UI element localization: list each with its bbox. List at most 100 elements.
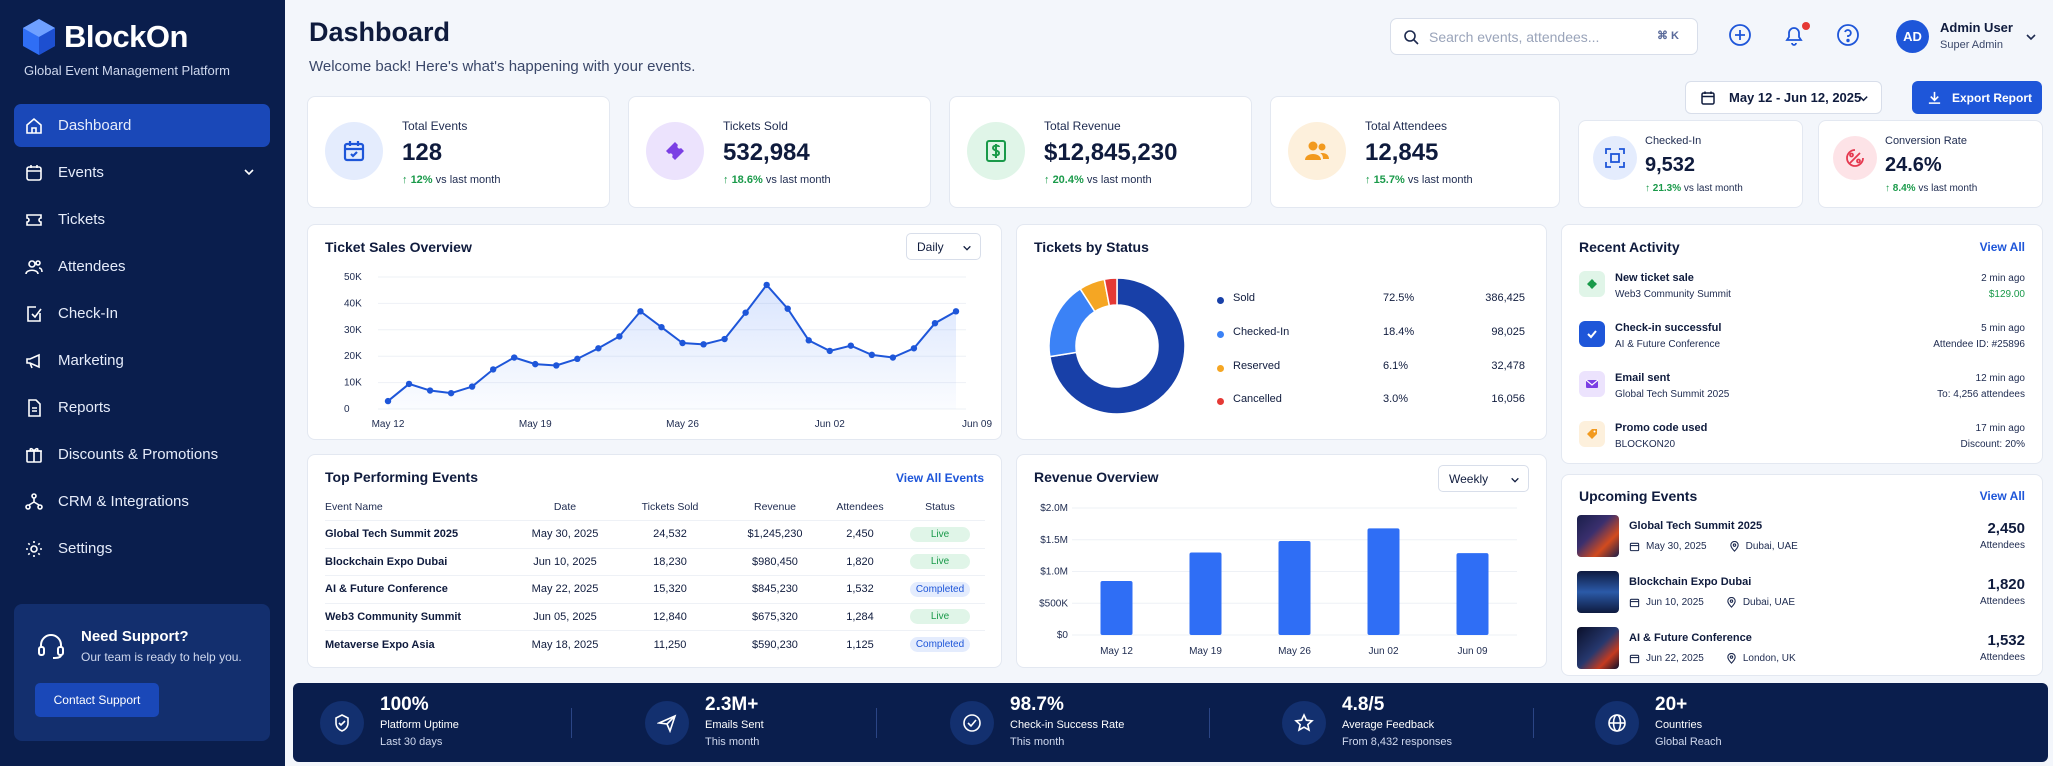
footer-value: 98.7% — [1010, 694, 1064, 715]
add-icon[interactable] — [1727, 22, 1753, 48]
nav-discounts[interactable]: Discounts & Promotions — [14, 433, 270, 476]
sidebar: BlockOn Global Event Management Platform… — [0, 0, 285, 766]
nav-marketing[interactable]: Marketing — [14, 339, 270, 382]
ticket-icon — [26, 213, 42, 226]
event-title[interactable]: AI & Future Conference — [1629, 632, 1752, 644]
footer-label: Check-in Success Rate — [1010, 719, 1125, 731]
event-location: London, UK — [1742, 653, 1796, 664]
contact-support-button[interactable]: Contact Support — [35, 683, 159, 717]
y-tick-label: 30K — [344, 325, 362, 336]
card-title: Revenue Overview — [1034, 469, 1159, 485]
send-icon — [657, 714, 677, 733]
table-row[interactable]: Blockchain Expo Dubai Jun 10, 2025 18,230 $… — [325, 548, 985, 576]
card-title: Tickets by Status — [1034, 239, 1149, 255]
cell-revenue: $590,230 — [752, 638, 798, 651]
nav-dashboard[interactable]: Dashboard — [14, 104, 270, 147]
export-report-button[interactable]: Export Report — [1912, 81, 2042, 114]
date-range-picker[interactable]: May 12 - Jun 12, 2025 — [1685, 81, 1882, 114]
event-title[interactable]: Blockchain Expo Dubai — [1629, 576, 1752, 588]
activity-icon-bg — [1579, 271, 1605, 297]
nav-reports[interactable]: Reports — [14, 386, 270, 429]
legend-name: Cancelled — [1233, 393, 1282, 405]
chevron-down-icon — [244, 169, 254, 176]
user-name[interactable]: Admin User — [1940, 20, 2013, 35]
cell-attendees: 1,125 — [846, 638, 874, 651]
check-icon — [1587, 330, 1597, 339]
select-value: Weekly — [1449, 471, 1489, 486]
view-all-events-link[interactable]: View All Events — [895, 471, 984, 485]
table-row[interactable]: Metaverse Expo Asia May 18, 2025 11,250 $59… — [325, 630, 985, 659]
change-suffix: vs last month — [1683, 183, 1743, 194]
activity-title: New ticket sale — [1615, 272, 1694, 284]
period-select[interactable]: Weekly — [1438, 465, 1529, 492]
cell-attendees: 2,450 — [846, 528, 874, 541]
data-point — [868, 351, 876, 359]
revenue-bar — [1100, 581, 1133, 635]
y-tick-label: 10K — [344, 378, 362, 389]
data-point — [679, 339, 686, 347]
period-select[interactable]: Daily — [906, 233, 981, 260]
table-row[interactable]: Global Tech Summit 2025 May 30, 2025 24,53… — [325, 520, 985, 549]
support-subtitle: Our team is ready to help you. — [81, 650, 242, 664]
footer-value: 20+ — [1655, 694, 1688, 715]
nav-tickets[interactable]: Tickets — [14, 198, 270, 241]
chevron-down-icon[interactable] — [2025, 31, 2037, 43]
revenue-bar — [1456, 553, 1489, 635]
view-all-link[interactable]: View All — [1979, 240, 2025, 254]
change-value: 18.6% — [731, 174, 763, 186]
activity-sub: BLOCKON20 — [1615, 439, 1676, 450]
footer-icon-bg — [645, 701, 689, 745]
avatar[interactable]: AD — [1896, 20, 1929, 53]
status-badge: Live — [910, 609, 970, 625]
view-all-link[interactable]: View All — [1979, 489, 2025, 503]
footer-sub: Global Reach — [1655, 736, 1722, 748]
column-header: Date — [553, 500, 577, 513]
nav-events[interactable]: Events — [14, 151, 270, 194]
stat-icon-bg — [967, 122, 1025, 180]
data-point — [952, 308, 960, 315]
activity-detail: Attendee ID: #25896 — [1933, 339, 2025, 350]
location-pin-icon — [1729, 541, 1739, 552]
data-point — [805, 337, 812, 344]
cell-date: May 22, 2025 — [531, 583, 599, 596]
nav-attendees[interactable]: Attendees — [14, 245, 270, 288]
activity-sub: AI & Future Conference — [1615, 339, 1721, 350]
shield-icon — [335, 714, 349, 732]
nav-label: Events — [58, 164, 104, 181]
table-row[interactable]: AI & Future Conference May 22, 2025 15,320… — [325, 575, 985, 604]
nav-settings[interactable]: Settings — [14, 527, 270, 570]
help-icon[interactable] — [1835, 22, 1861, 48]
bell-icon[interactable] — [1781, 22, 1807, 48]
calendar-icon — [1629, 598, 1640, 608]
search-input[interactable]: Search events, attendees... ⌘ K — [1390, 18, 1698, 55]
stat-card-checked-in: Checked-In 9,532 ↑ 21.3% vs last month — [1578, 120, 1803, 208]
cell-name: Blockchain Expo Dubai — [325, 555, 448, 568]
dollar-icon — [986, 140, 1006, 162]
ticket-icon — [1587, 279, 1597, 289]
event-title[interactable]: Global Tech Summit 2025 — [1629, 520, 1763, 532]
change-suffix: vs last month — [1407, 174, 1473, 186]
nav-crm[interactable]: CRM & Integrations — [14, 480, 270, 523]
activity-icon-bg — [1579, 371, 1605, 397]
cube-logo-icon — [23, 19, 55, 55]
nav-check-in[interactable]: Check-In — [14, 292, 270, 335]
x-tick-label: Jun 02 — [1368, 646, 1398, 657]
upcoming-events-card: Upcoming Events View All Global Tech Sum… — [1561, 474, 2043, 676]
table-row[interactable]: Web3 Community Summit Jun 05, 2025 12,840 $… — [325, 603, 985, 631]
y-tick-label: $1.5M — [1040, 535, 1068, 546]
data-point — [426, 387, 434, 394]
data-point — [700, 341, 707, 348]
change-value: 15.7% — [1373, 174, 1405, 186]
data-point — [574, 355, 581, 363]
card-title: Upcoming Events — [1579, 488, 1698, 504]
sidebar-nav: Dashboard Events Tickets Attendees Check… — [14, 104, 270, 574]
x-tick-label: May 12 — [372, 419, 405, 430]
event-attendee-count: 1,820 — [1987, 576, 2025, 593]
cell-revenue: $1,245,230 — [747, 528, 803, 541]
legend-count: 32,478 — [1491, 360, 1525, 372]
y-tick-label: $1.0M — [1040, 567, 1068, 578]
cell-name: Global Tech Summit 2025 — [325, 528, 459, 541]
home-icon — [26, 117, 42, 134]
divider — [876, 708, 877, 738]
cell-date: May 18, 2025 — [531, 638, 599, 651]
